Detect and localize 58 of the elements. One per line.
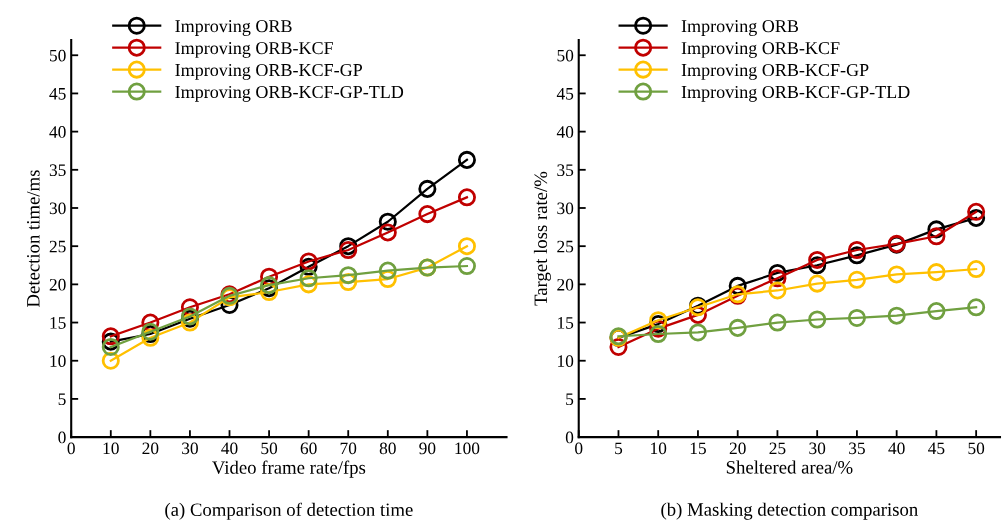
legend-label: Improving ORB-KCF-GP bbox=[681, 63, 869, 80]
x-tick-label: 40 bbox=[888, 442, 905, 455]
x-tick-label: 10 bbox=[103, 442, 119, 455]
y-tick-label: 40 bbox=[556, 126, 574, 138]
legend-label: Improving ORB-KCF bbox=[175, 42, 333, 58]
x-tick-label: 80 bbox=[379, 442, 396, 455]
y-tick-label: 20 bbox=[49, 278, 66, 291]
y-tick-label: 45 bbox=[556, 88, 574, 100]
x-tick-label: 100 bbox=[455, 442, 480, 455]
y-axis-title: Target loss rate/% bbox=[533, 171, 551, 306]
x-tick-label: 0 bbox=[575, 442, 583, 455]
y-tick-label: 40 bbox=[49, 126, 66, 138]
x-axis-title: Video frame rate/fps bbox=[212, 460, 366, 478]
y-tick-label: 35 bbox=[557, 164, 574, 176]
y-axis-title: Detection time/ms bbox=[27, 170, 40, 307]
legend-label: Improving ORB-KCF-GP-TLD bbox=[681, 85, 910, 102]
y-tick-label: 5 bbox=[566, 393, 574, 406]
x-tick-label: 45 bbox=[928, 442, 945, 455]
x-axis-title: Sheltered area/% bbox=[726, 460, 853, 474]
x-tick-label: 90 bbox=[419, 442, 436, 455]
y-tick-label: 45 bbox=[49, 88, 66, 100]
x-tick-label: 30 bbox=[809, 442, 826, 455]
y-tick-label: 20 bbox=[557, 278, 574, 291]
y-tick-label: 15 bbox=[558, 317, 574, 329]
x-tick-label: 15 bbox=[690, 442, 706, 455]
x-tick-label: 5 bbox=[615, 442, 623, 455]
x-tick-label: 35 bbox=[849, 442, 865, 455]
legend-label: Improving ORB-KCF bbox=[681, 42, 840, 58]
text: (b) Masking detection comparison bbox=[661, 502, 918, 520]
x-tick-label: 50 bbox=[261, 442, 278, 455]
y-tick-label: 50 bbox=[50, 49, 66, 62]
text: (a) Comparison of detection time bbox=[165, 502, 413, 520]
y-tick-label: 0 bbox=[565, 431, 574, 444]
y-tick-label: 10 bbox=[558, 355, 574, 367]
x-tick-label: 50 bbox=[968, 442, 985, 455]
x-tick-label: 20 bbox=[142, 442, 159, 455]
x-tick-label: 25 bbox=[769, 442, 786, 455]
y-tick-label: 10 bbox=[50, 355, 66, 367]
x-tick-label: 10 bbox=[651, 442, 667, 455]
y-tick-label: 25 bbox=[557, 240, 574, 253]
y-tick-label: 15 bbox=[50, 317, 66, 329]
x-tick-label: 70 bbox=[340, 442, 357, 455]
legend-label: Improving ORB-KCF-GP bbox=[175, 63, 363, 80]
x-tick-label: 20 bbox=[729, 442, 746, 455]
y-tick-label: 5 bbox=[58, 393, 66, 406]
y-tick-label: 30 bbox=[49, 202, 66, 215]
y-tick-label: 30 bbox=[557, 202, 574, 215]
y-tick-label: 0 bbox=[58, 431, 66, 444]
x-tick-label: 40 bbox=[221, 442, 238, 455]
legend-label: Improving ORB bbox=[681, 20, 799, 36]
x-tick-label: 30 bbox=[182, 442, 198, 455]
x-tick-label: 0 bbox=[67, 442, 75, 455]
legend-label: Improving ORB-KCF-GP-TLD bbox=[175, 85, 404, 102]
y-tick-label: 25 bbox=[49, 240, 66, 253]
x-tick-label: 60 bbox=[300, 442, 317, 455]
legend-label: Improving ORB bbox=[175, 20, 292, 36]
y-tick-label: 50 bbox=[557, 49, 574, 62]
y-tick-label: 35 bbox=[49, 164, 66, 176]
